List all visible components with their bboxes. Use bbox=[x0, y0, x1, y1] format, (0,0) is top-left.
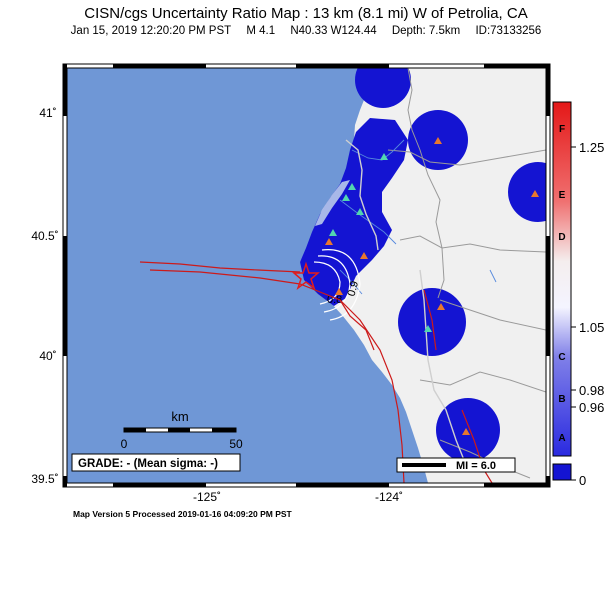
low-uncertainty-zones bbox=[300, 68, 546, 462]
colorbar-value: 0 bbox=[579, 473, 586, 488]
contour-label-09: 0.9 bbox=[346, 280, 362, 298]
map-version-footer: Map Version 5 Processed 2019-01-16 04:09… bbox=[73, 509, 293, 519]
event-id: ID:73133256 bbox=[475, 25, 542, 37]
colorbar-value: 0.98 bbox=[579, 383, 604, 398]
roads bbox=[345, 139, 469, 471]
station-marker[interactable] bbox=[348, 183, 356, 190]
x-tick-label: -125˚ bbox=[193, 490, 221, 504]
y-tick-label: 39.5˚ bbox=[31, 472, 58, 486]
station-marker[interactable] bbox=[437, 303, 445, 310]
station-marker[interactable] bbox=[342, 194, 350, 201]
station-marker[interactable] bbox=[329, 229, 337, 236]
mi-legend-text: MI = 6.0 bbox=[456, 460, 496, 472]
colorbar-value: 0.96 bbox=[579, 400, 604, 415]
station-marker[interactable] bbox=[335, 288, 343, 295]
scale-bar: km 0 50 bbox=[121, 409, 243, 451]
station-marker[interactable] bbox=[360, 252, 368, 259]
scale-min: 0 bbox=[121, 437, 128, 451]
uncertainty-contours bbox=[313, 249, 361, 321]
colorbar-low-swatch bbox=[552, 463, 572, 481]
y-tick-label: 41˚ bbox=[39, 106, 56, 120]
colorbar-letter: A bbox=[558, 433, 565, 444]
coastal-strip bbox=[315, 180, 350, 226]
event-magnitude: M 4.1 bbox=[246, 25, 276, 37]
station-marker[interactable] bbox=[434, 137, 442, 144]
station-marker[interactable] bbox=[424, 325, 432, 332]
station-marker[interactable] bbox=[325, 238, 333, 245]
y-tick-label: 40.5˚ bbox=[31, 229, 58, 243]
colorbar-letter: F bbox=[559, 124, 565, 135]
x-tick-label: -124˚ bbox=[375, 490, 403, 504]
colorbar-letter: E bbox=[559, 190, 566, 201]
map-title: CISN/cgs Uncertainty Ratio Map : 13 km (… bbox=[84, 5, 528, 22]
mi-legend-line bbox=[402, 463, 446, 467]
event-datetime: Jan 15, 2019 12:20:20 PM PST bbox=[70, 25, 232, 37]
colorbar: F E D C B A 1.25 1.05 0.98 0.96 0 bbox=[552, 101, 604, 488]
scale-max: 50 bbox=[229, 437, 243, 451]
grade-text: GRADE: - (Mean sigma: -) bbox=[78, 458, 218, 470]
colorbar-letter: D bbox=[558, 232, 565, 243]
event-location: N40.33 W124.44 bbox=[290, 25, 377, 37]
map-area[interactable]: 0.8 0.9 km bbox=[67, 52, 568, 483]
colorbar-letter: B bbox=[558, 394, 565, 405]
station-marker[interactable] bbox=[356, 208, 364, 215]
station-marker[interactable] bbox=[462, 428, 470, 435]
scale-unit: km bbox=[171, 409, 188, 424]
event-depth: Depth: 7.5km bbox=[391, 25, 461, 37]
colorbar-letter: C bbox=[558, 352, 565, 363]
mi-legend-box bbox=[396, 457, 516, 473]
colorbar-value: 1.05 bbox=[579, 320, 604, 335]
station-marker[interactable] bbox=[380, 153, 388, 160]
epicenter-star[interactable] bbox=[291, 261, 321, 291]
map-frame bbox=[62, 63, 551, 488]
y-tick-label: 40˚ bbox=[39, 349, 56, 363]
contour-label-08: 0.8 bbox=[327, 294, 342, 306]
grade-box bbox=[71, 453, 241, 472]
stations bbox=[325, 137, 539, 435]
colorbar-value: 1.25 bbox=[579, 140, 604, 155]
station-marker[interactable] bbox=[531, 190, 539, 197]
faults bbox=[139, 261, 493, 483]
event-info: Jan 15, 2019 12:20:20 PM PST M 4.1 N40.3… bbox=[0, 25, 612, 37]
